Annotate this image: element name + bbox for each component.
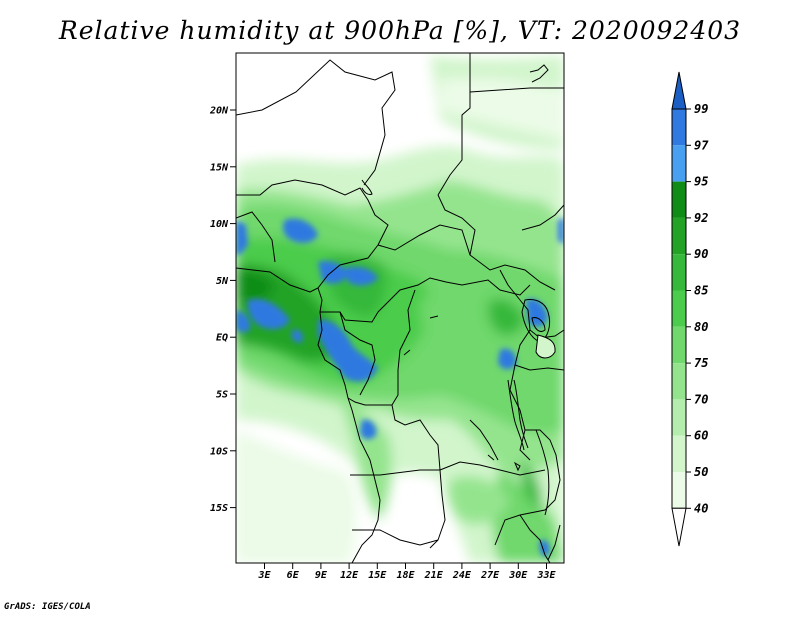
lon-label: 12E [340, 570, 359, 581]
lon-label: 9E [315, 570, 328, 581]
lon-label: 27E [480, 570, 500, 581]
colorbar-segment [672, 217, 686, 255]
colorbar-segment [672, 290, 686, 327]
lat-label: 20N [209, 106, 229, 117]
map-frame [235, 52, 565, 564]
colorbar-label: 85 [694, 284, 708, 298]
lon-label: 30E [508, 570, 528, 581]
lon-label: 6E [287, 570, 300, 581]
lat-label: 10S [210, 446, 228, 457]
humidity-field [236, 53, 564, 563]
colorbar-segment [672, 109, 686, 146]
lat-label: 15S [210, 503, 228, 514]
colorbar-label: 97 [694, 138, 709, 152]
lon-label: 24E [452, 570, 472, 581]
lon-label: 3E [257, 570, 271, 581]
lat-label: 15N [210, 162, 229, 173]
lat-label: 5N [216, 276, 229, 287]
colorbar-label: 80 [694, 320, 708, 334]
grads-credit: GrADS: IGES/COLA [4, 602, 91, 612]
colorbar-segment [672, 435, 686, 472]
colorbar-segment [672, 181, 686, 218]
colorbar-label: 50 [694, 465, 708, 479]
longitude-axis: 3E 6E 9E 12E 15E 18E 21E 24E 27E 30E 33E [257, 563, 557, 581]
colorbar-label: 95 [694, 175, 708, 189]
chart-title: Relative humidity at 900hPa [%], VT: 202… [58, 16, 742, 45]
colorbar-label: 99 [694, 102, 708, 116]
colorbar: 99 97 95 92 90 85 80 75 70 60 50 40 [671, 71, 709, 547]
lakes [361, 64, 556, 516]
lat-label: 10N [210, 219, 229, 230]
colorbar-segment [672, 363, 686, 400]
colorbar-segment [672, 326, 686, 364]
lon-label: 18E [396, 570, 415, 581]
colorbar-segment [672, 254, 686, 291]
colorbar-label: 90 [694, 247, 708, 261]
lat-label: 5S [216, 390, 228, 401]
lon-label: 21E [424, 570, 444, 581]
colorbar-label: 40 [694, 501, 708, 515]
colorbar-label: 92 [694, 211, 708, 225]
colorbar-segment [672, 399, 686, 436]
lon-label: 15E [368, 570, 387, 581]
colorbar-label: 60 [694, 429, 708, 443]
colorbar-label: 75 [694, 356, 708, 370]
colorbar-bottom-arrow [671, 507, 687, 547]
colorbar-segment [672, 145, 686, 182]
lat-label: EQ [216, 333, 228, 344]
colorbar-segment [672, 472, 686, 509]
lon-label: 33E [536, 570, 556, 581]
latitude-axis: 20N 15N 10N 5N EQ 5S 10S 15S [209, 106, 236, 514]
colorbar-label: 70 [694, 392, 708, 406]
country-borders [236, 53, 564, 563]
colorbar-top-arrow [671, 71, 687, 110]
